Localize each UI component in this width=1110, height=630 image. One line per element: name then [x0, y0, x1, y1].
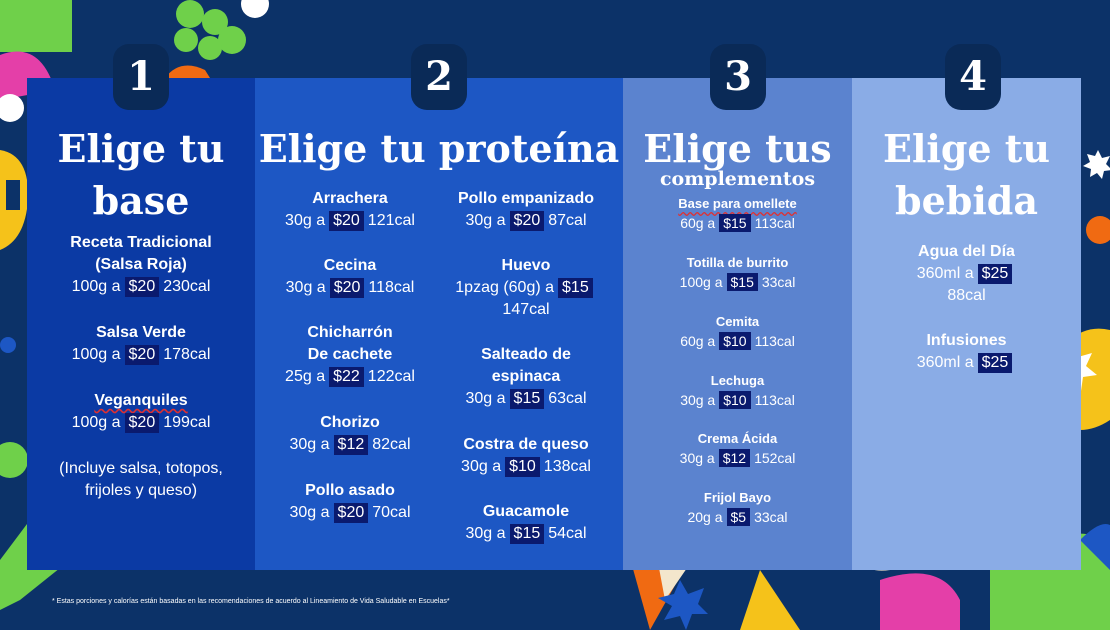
item-details: 30g a $12 152cal — [679, 449, 796, 467]
item-details: 30g a $20 118cal — [285, 278, 415, 298]
item-details: 30g a $15 63cal — [465, 389, 587, 409]
item-details: 30g a $20 87cal — [465, 211, 587, 231]
section-bebida-title: Elige tu bebida — [883, 126, 1050, 223]
step-badge-3: 3 — [710, 44, 766, 110]
section-bebida: Elige tu bebida Agua del Día 360ml a $25 … — [852, 78, 1081, 570]
price-tag: $20 — [124, 277, 160, 297]
menu-item: Totilla de burrito 100g a $15 33cal — [623, 254, 852, 292]
price-tag: $20 — [509, 211, 545, 231]
section-base-title: Elige tu base — [57, 126, 225, 223]
menu-item: Salsa Verde 100g a $20 178cal — [27, 322, 255, 366]
price-tag: $15 — [509, 389, 545, 409]
price-tag: $20 — [124, 413, 160, 433]
item-details: 100g a $15 33cal — [679, 273, 796, 291]
item-details: 30g a $20 121cal — [285, 211, 415, 231]
menu-item: Pollo asado 30g a $20 70cal — [255, 480, 445, 524]
item-details: 25g a $22 122cal — [285, 367, 415, 387]
price-tag: $25 — [977, 353, 1013, 373]
item-details: 30g a $12 82cal — [289, 435, 411, 455]
item-details: 360ml a $25 — [852, 352, 1081, 374]
item-details: 30g a $10 113cal — [680, 391, 795, 409]
step-badge-4: 4 — [945, 44, 1001, 110]
section-base: Elige tu base Receta Tradicional (Salsa … — [27, 78, 255, 570]
price-tag: $15 — [509, 524, 545, 544]
item-details: 30g a $10 138cal — [461, 457, 591, 477]
menu-item: Cecina 30g a $20 118cal — [255, 255, 445, 299]
menu-item: Veganquiles 100g a $20 199cal — [27, 390, 255, 434]
price-tag: $15 — [558, 278, 593, 298]
right-edge-shapes-icon — [1083, 150, 1110, 244]
price-tag: $12 — [333, 435, 369, 455]
price-tag: $15 — [719, 214, 751, 232]
item-details: 30g a $15 54cal — [465, 524, 587, 544]
base-note: (Incluye salsa, totopos, frijoles y ques… — [59, 460, 223, 499]
item-details: 60g a $10 113cal — [680, 332, 795, 350]
menu-item: Cemita 60g a $10 113cal — [623, 313, 852, 351]
step-badge-2: 2 — [411, 44, 467, 110]
item-details: 360ml a $25 — [852, 263, 1081, 285]
menu-item: Frijol Bayo 20g a $5 33cal — [623, 489, 852, 527]
item-details: 20g a $5 33cal — [687, 508, 788, 526]
menu-item: Chorizo 30g a $12 82cal — [255, 412, 445, 456]
menu-item: Arrachera 30g a $20 121cal — [255, 188, 445, 232]
item-details: 1pzag (60g) a $15 — [431, 277, 621, 299]
price-tag: $10 — [719, 332, 751, 350]
menu-item: Infusiones 360ml a $25 — [852, 330, 1081, 374]
price-tag: $15 — [726, 273, 758, 291]
price-tag: $25 — [977, 264, 1013, 284]
price-tag: $22 — [329, 367, 364, 387]
price-tag: $20 — [329, 211, 364, 231]
item-details: 30g a $20 70cal — [289, 503, 411, 523]
menu-item: Base para omellete 60g a $15 113cal — [623, 195, 852, 233]
section-complementos: Elige tus complementos Base para omellet… — [623, 78, 852, 570]
menu-item: Agua del Día 360ml a $25 88cal — [852, 241, 1081, 307]
price-tag: $10 — [505, 457, 540, 477]
menu-item: Crema Ácida 30g a $12 152cal — [623, 430, 852, 468]
item-details: 100g a $20 230cal — [71, 277, 211, 297]
menu-item: Lechuga 30g a $10 113cal — [623, 372, 852, 410]
step-badge-1: 1 — [113, 44, 169, 110]
section-complementos-title: Elige tus complementos — [643, 126, 832, 190]
item-details: 100g a $20 199cal — [71, 413, 211, 433]
menu-item: Huevo 1pzag (60g) a $15 147cal — [431, 255, 621, 321]
menu-item: Chicharrón De cachete 25g a $22 122cal — [255, 322, 445, 388]
menu-item: Salteado de espinaca 30g a $15 63cal — [431, 344, 621, 410]
price-tag: $12 — [718, 449, 751, 467]
price-tag: $20 — [329, 278, 365, 298]
footnote: * Estas porciones y calorías están basad… — [52, 598, 450, 605]
price-tag: $20 — [124, 345, 160, 365]
item-details: 100g a $20 178cal — [71, 345, 211, 365]
item-details: 60g a $15 113cal — [680, 214, 795, 232]
section-protein-title: Elige tu proteína — [258, 126, 620, 171]
menu-item: Costra de queso 30g a $10 138cal — [431, 434, 621, 478]
price-tag: $20 — [333, 503, 369, 523]
menu-item: Guacamole 30g a $15 54cal — [431, 501, 621, 545]
section-protein: Elige tu proteína Arrachera 30g a $20 121c… — [255, 78, 623, 570]
menu-item: Pollo empanizado 30g a $20 87cal — [431, 188, 621, 232]
menu-item: Receta Tradicional (Salsa Roja) 100g a $2… — [27, 232, 255, 298]
price-tag: $5 — [726, 508, 751, 526]
price-tag: $10 — [719, 391, 751, 409]
